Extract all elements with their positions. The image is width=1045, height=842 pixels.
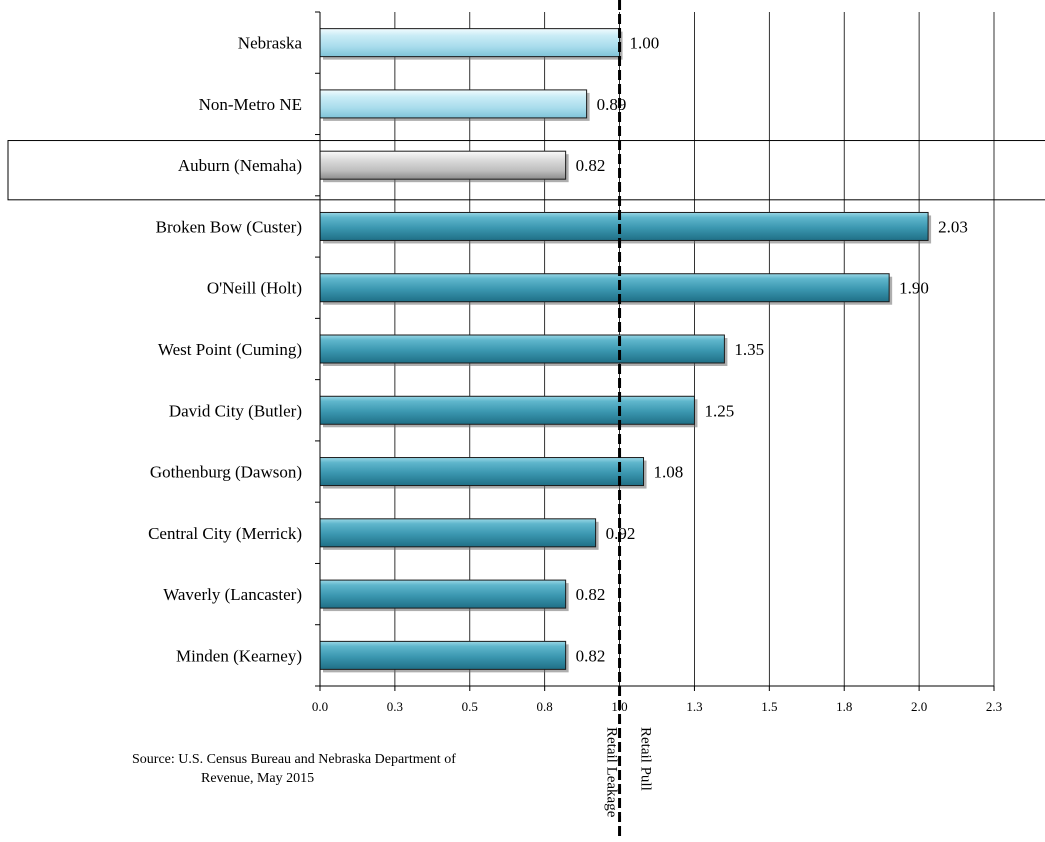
value-label: 0.82	[576, 156, 606, 175]
category-label: Non-Metro NE	[199, 95, 302, 114]
category-label: Gothenburg (Dawson)	[150, 463, 302, 482]
value-label: 1.35	[734, 340, 764, 359]
category-label: West Point (Cuming)	[158, 340, 302, 359]
x-tick-label: 1.5	[761, 699, 777, 714]
category-label: Nebraska	[238, 34, 303, 53]
bar	[319, 89, 588, 119]
x-tick-label: 1.3	[686, 699, 702, 714]
x-tick-label: 2.3	[986, 699, 1002, 714]
bar	[319, 457, 645, 487]
value-label: 1.00	[630, 34, 660, 53]
highlight-box	[7, 140, 1045, 201]
category-label: Minden (Kearney)	[176, 646, 302, 665]
source-line-1: Source: U.S. Census Bureau and Nebraska …	[132, 752, 456, 767]
category-label: Broken Bow (Custer)	[156, 217, 302, 236]
category-label: David City (Butler)	[169, 401, 302, 420]
x-tick-label: 0.8	[537, 699, 553, 714]
value-label: 1.25	[704, 401, 734, 420]
value-label: 0.92	[606, 524, 636, 543]
bars	[319, 28, 932, 673]
x-tick-label: 0.0	[312, 699, 328, 714]
bar	[319, 150, 567, 180]
x-tick-label: 1.8	[836, 699, 852, 714]
x-tick-label: 0.3	[387, 699, 403, 714]
value-label: 1.90	[899, 279, 929, 298]
bar	[319, 334, 725, 364]
source-note: Source: U.S. Census Bureau and Nebraska …	[132, 750, 592, 788]
x-tick-label: 2.0	[911, 699, 927, 714]
reference-left-label: Retail Leakage	[604, 727, 620, 818]
highlight-box-frame	[7, 140, 1045, 201]
x-tick-label: 0.5	[462, 699, 478, 714]
value-label: 0.82	[576, 585, 606, 604]
bar	[319, 28, 621, 58]
bar	[319, 273, 890, 303]
value-label: 2.03	[938, 217, 968, 236]
bar	[319, 640, 567, 670]
category-label: Waverly (Lancaster)	[163, 585, 302, 604]
category-label: Auburn (Nemaha)	[178, 156, 302, 175]
value-label: 1.08	[654, 463, 684, 482]
labels: Nebraska Non-Metro NE Auburn (Nemaha) Broke…	[148, 34, 1002, 818]
bar	[319, 395, 695, 425]
value-label: 0.82	[576, 646, 606, 665]
category-label: O'Neill (Holt)	[207, 279, 302, 298]
bar	[319, 211, 929, 241]
bar	[319, 518, 597, 548]
source-line-2: Revenue, May 2015	[201, 771, 315, 786]
bar	[319, 579, 567, 609]
reference-right-label: Retail Pull	[638, 727, 654, 791]
category-label: Central City (Merrick)	[148, 524, 302, 543]
axes	[315, 11, 995, 691]
x-tick-label: 1.0	[611, 699, 627, 714]
value-label: 0.89	[597, 95, 627, 114]
